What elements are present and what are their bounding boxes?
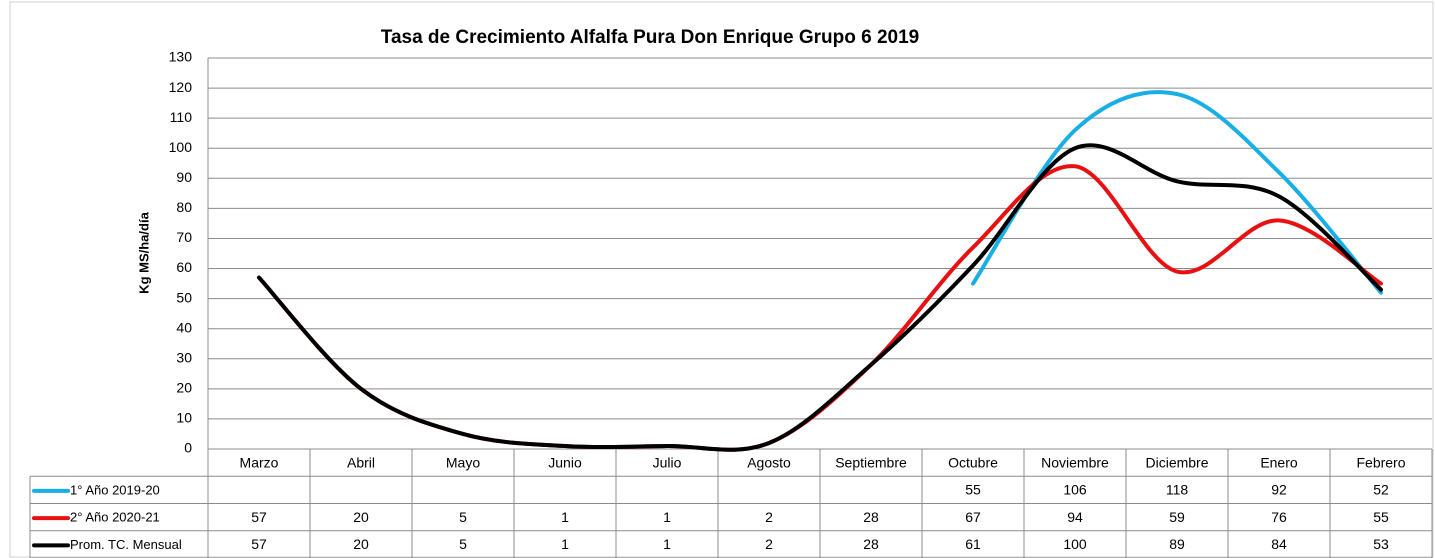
table-value: 20 bbox=[353, 509, 369, 525]
table-value: 67 bbox=[965, 509, 981, 525]
table-value: 20 bbox=[353, 536, 369, 552]
chart-title: Tasa de Crecimiento Alfalfa Pura Don Enr… bbox=[381, 27, 919, 48]
table-value: 2 bbox=[765, 509, 773, 525]
table-value: 1 bbox=[663, 536, 671, 552]
y-tick-label: 130 bbox=[169, 49, 193, 65]
x-tick-label: Mayo bbox=[446, 454, 480, 470]
table-value: 1 bbox=[663, 509, 671, 525]
chart-border bbox=[9, 1, 1434, 558]
y-tick-label: 60 bbox=[176, 259, 192, 275]
y-tick-label: 50 bbox=[176, 289, 192, 305]
y-axis-label: Kg MS/ha/día bbox=[136, 211, 151, 293]
table-value: 28 bbox=[863, 536, 879, 552]
table-value: 1 bbox=[561, 536, 569, 552]
x-tick-label: Octubre bbox=[948, 454, 998, 470]
x-tick-label: Febrero bbox=[1356, 454, 1405, 470]
legend-label: 1° Año 2019-20 bbox=[70, 482, 160, 497]
x-tick-label: Diciembre bbox=[1145, 454, 1208, 470]
table-value: 94 bbox=[1067, 509, 1083, 525]
table-value: 59 bbox=[1169, 509, 1185, 525]
table-value: 53 bbox=[1373, 536, 1389, 552]
x-tick-label: Abril bbox=[347, 454, 375, 470]
table-value: 52 bbox=[1373, 482, 1389, 498]
x-tick-label: Noviembre bbox=[1041, 454, 1109, 470]
table-value: 57 bbox=[251, 536, 267, 552]
table-value: 1 bbox=[561, 509, 569, 525]
table-value: 118 bbox=[1166, 482, 1189, 498]
table-value: 89 bbox=[1169, 536, 1185, 552]
table-value: 2 bbox=[765, 536, 773, 552]
x-tick-label: Julio bbox=[653, 454, 682, 470]
x-tick-label: Enero bbox=[1260, 454, 1298, 470]
x-tick-label: Marzo bbox=[240, 454, 279, 470]
x-tick-label: Junio bbox=[548, 454, 582, 470]
table-value: 106 bbox=[1063, 482, 1087, 498]
table-value: 57 bbox=[251, 509, 267, 525]
y-tick-label: 110 bbox=[170, 109, 193, 125]
y-tick-label: 70 bbox=[176, 229, 192, 245]
table-value: 55 bbox=[1373, 509, 1389, 525]
table-value: 92 bbox=[1271, 482, 1287, 498]
table-value: 76 bbox=[1271, 509, 1287, 525]
legend-label: 2° Año 2020-21 bbox=[70, 510, 160, 525]
x-tick-label: Septiembre bbox=[835, 454, 907, 470]
y-tick-label: 100 bbox=[169, 139, 193, 155]
y-tick-label: 0 bbox=[184, 440, 192, 456]
table-value: 5 bbox=[459, 536, 467, 552]
y-tick-label: 80 bbox=[176, 199, 192, 215]
table-value: 5 bbox=[459, 509, 467, 525]
y-tick-label: 30 bbox=[176, 349, 192, 365]
table-value: 84 bbox=[1271, 536, 1287, 552]
y-tick-label: 40 bbox=[176, 319, 192, 335]
y-tick-label: 120 bbox=[169, 79, 193, 95]
series-line bbox=[257, 143, 1383, 452]
table-value: 55 bbox=[965, 482, 981, 498]
table-value: 28 bbox=[863, 509, 879, 525]
y-tick-label: 20 bbox=[176, 380, 192, 396]
series-line bbox=[971, 90, 1383, 295]
y-tick-label: 10 bbox=[176, 410, 192, 426]
table-value: 100 bbox=[1063, 536, 1087, 552]
x-tick-label: Agosto bbox=[747, 454, 791, 470]
legend-label: Prom. TC. Mensual bbox=[70, 537, 182, 552]
table-value: 61 bbox=[965, 536, 981, 552]
y-tick-label: 90 bbox=[176, 169, 192, 185]
